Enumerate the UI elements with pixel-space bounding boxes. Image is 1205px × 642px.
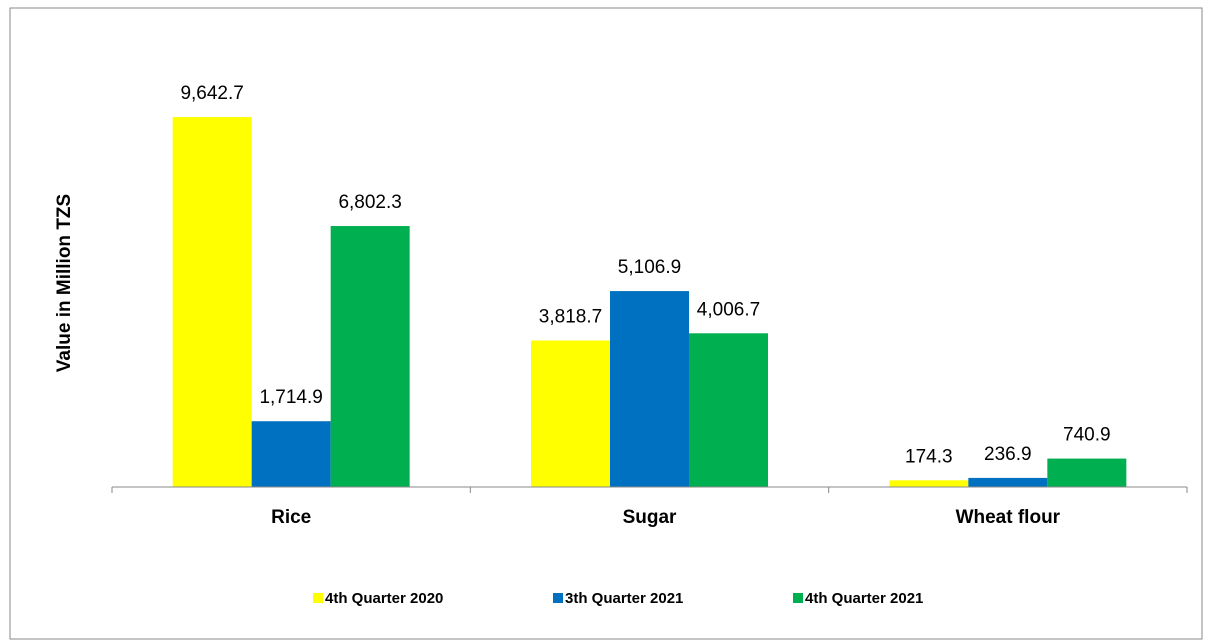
data-label: 5,106.9 [618, 257, 681, 278]
data-label: 9,642.7 [180, 83, 243, 104]
legend-label: 3th Quarter 2021 [565, 590, 683, 607]
bar [689, 333, 768, 487]
legend-swatch [553, 593, 563, 603]
chart-border [9, 7, 1203, 640]
data-label: 236.9 [984, 444, 1032, 465]
data-label: 174.3 [905, 446, 953, 467]
bar [531, 340, 610, 487]
x-tick-label: Sugar [623, 507, 677, 528]
bar [610, 291, 689, 487]
data-label: 1,714.9 [259, 387, 322, 408]
legend-label: 4th Quarter 2021 [805, 590, 923, 607]
legend-label: 4th Quarter 2020 [325, 590, 443, 607]
x-tick-label: Rice [271, 507, 311, 528]
data-label: 4,006.7 [697, 299, 760, 320]
bar [968, 477, 1048, 487]
data-label: 3,818.7 [539, 307, 602, 328]
data-label: 740.9 [1063, 425, 1111, 446]
bar [172, 117, 252, 488]
bar [251, 421, 331, 487]
legend-swatch [793, 593, 803, 603]
legend-swatch [313, 593, 323, 603]
data-label: 6,802.3 [338, 192, 401, 213]
x-tick-label: Wheat flour [956, 507, 1061, 528]
bar [1047, 458, 1127, 487]
bar [330, 226, 410, 487]
y-axis-label: Value in Million TZS [54, 194, 75, 372]
bar [889, 480, 969, 487]
